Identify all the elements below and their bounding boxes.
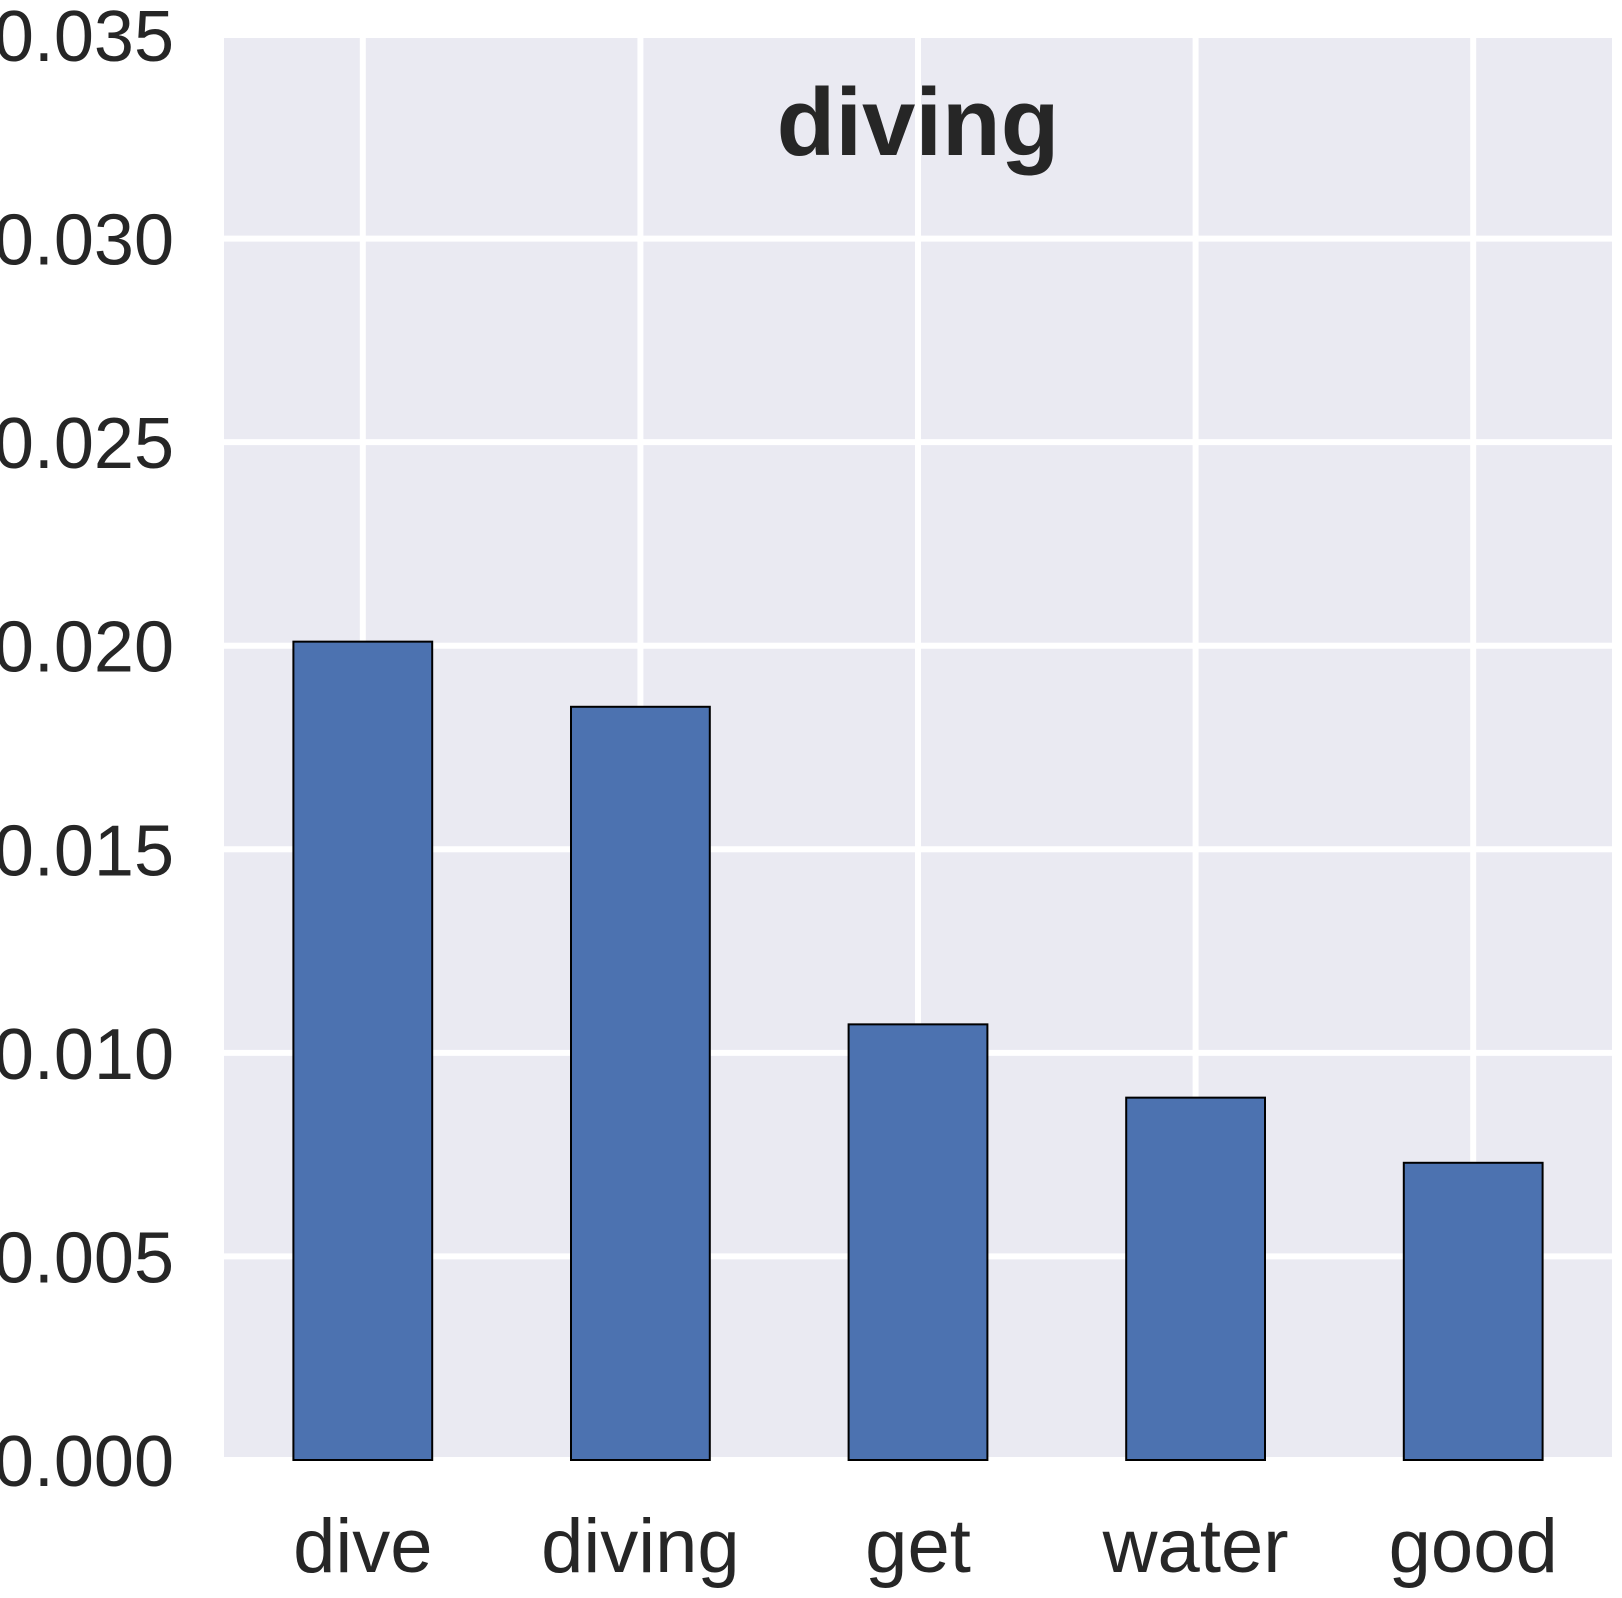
- bar-diving: [570, 705, 711, 1461]
- bar-get: [847, 1023, 989, 1462]
- chart-title: diving: [777, 69, 1060, 176]
- y-tick-label: 0.010: [0, 1015, 174, 1095]
- y-tick-label: 0.030: [0, 201, 174, 281]
- y-tick-label: 0.005: [0, 1218, 174, 1298]
- bars: [292, 640, 1544, 1462]
- x-tick-label: good: [1389, 1504, 1558, 1589]
- x-axis-ticks: dive diving get water good: [293, 1504, 1558, 1589]
- y-tick-label: 0.000: [0, 1422, 174, 1502]
- bar-good: [1402, 1161, 1544, 1462]
- x-tick-label: get: [865, 1504, 971, 1589]
- y-tick-label: 0.035: [0, 0, 174, 77]
- y-axis-ticks: 0.000 0.005 0.010 0.015 0.020 0.025 0.030 0.035: [0, 0, 174, 1502]
- x-tick-label: diving: [541, 1504, 740, 1589]
- x-tick-label: dive: [293, 1504, 432, 1589]
- bar-dive: [292, 640, 434, 1461]
- y-tick-label: 0.015: [0, 811, 174, 891]
- y-tick-label: 0.025: [0, 404, 174, 484]
- x-tick-label: water: [1102, 1504, 1289, 1589]
- bar-water: [1125, 1096, 1266, 1461]
- y-tick-label: 0.020: [0, 608, 174, 688]
